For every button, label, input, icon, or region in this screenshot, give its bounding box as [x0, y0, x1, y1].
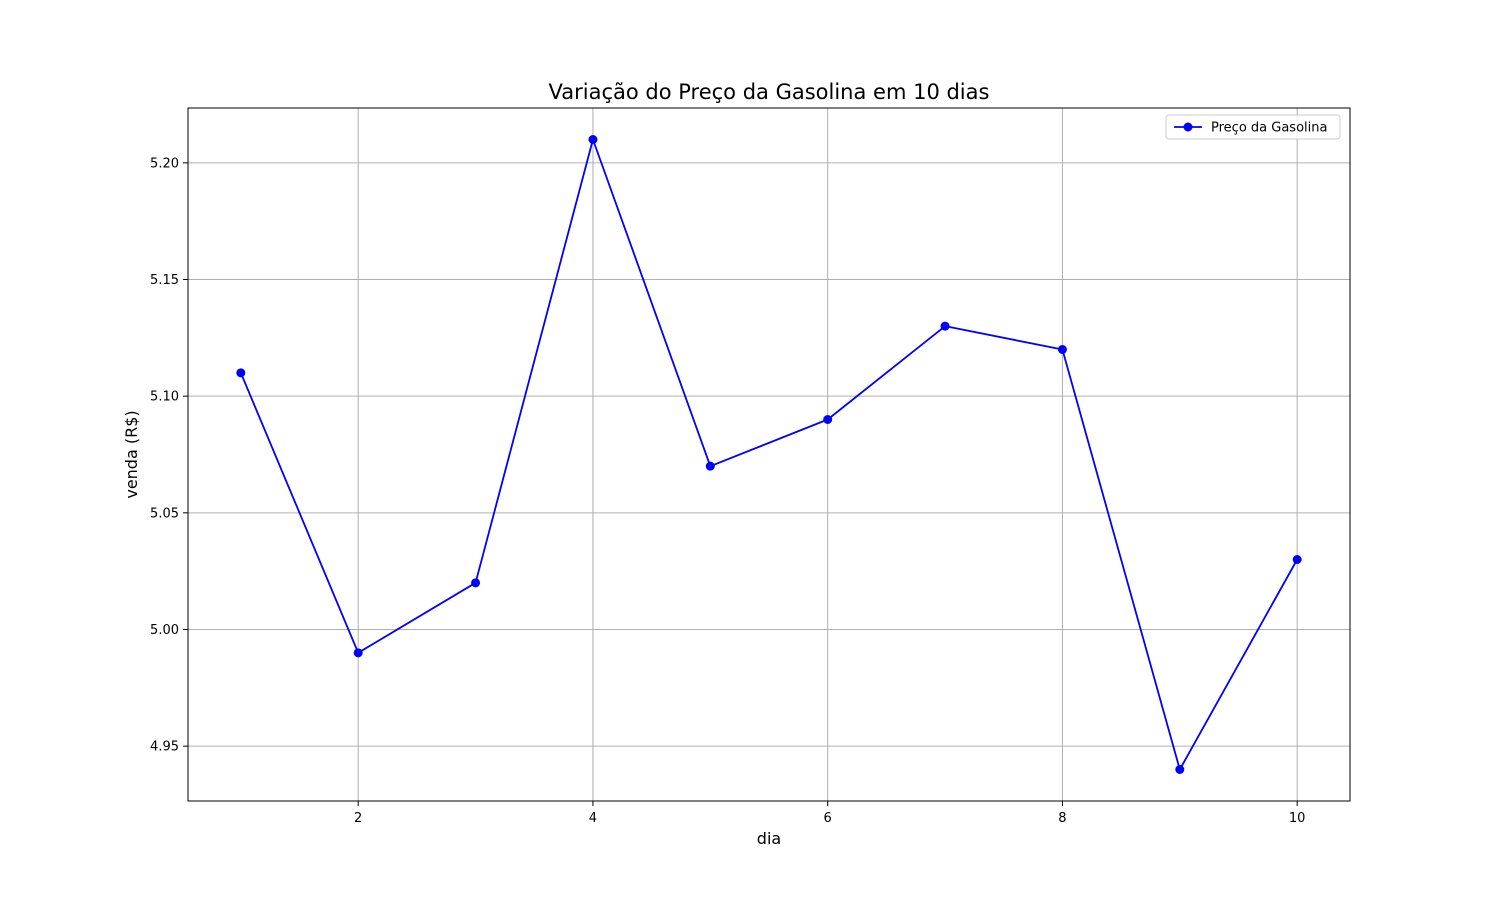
data-point — [353, 648, 363, 658]
legend-marker-swatch — [1183, 122, 1193, 132]
legend: Preço da Gasolina — [1165, 114, 1341, 140]
axis-ticks: 2 4 6 8 10 4.95 5.00 5.05 5.10 5.15 5.20 — [150, 156, 1305, 826]
y-tick-label: 5.10 — [150, 390, 179, 405]
y-tick-label: 5.00 — [150, 623, 179, 638]
series-line — [239, 138, 1298, 771]
y-tick-label: 4.95 — [150, 740, 179, 755]
data-point — [236, 368, 246, 378]
y-axis-label: venda (R$) — [122, 410, 141, 498]
legend-box — [1165, 114, 1341, 140]
data-point — [940, 321, 950, 331]
grid — [188, 108, 1350, 801]
data-series — [236, 135, 1302, 774]
data-point — [705, 461, 715, 471]
y-tick-label: 5.05 — [150, 506, 179, 521]
data-point — [1292, 555, 1302, 564]
chart-title: Variação do Preço da Gasolina em 10 dias — [549, 80, 990, 104]
legend-entry-label: Preço da Gasolina — [1211, 121, 1327, 136]
x-axis-label: dia — [757, 829, 781, 848]
x-tick-label: 8 — [1058, 811, 1066, 826]
y-tick-label: 5.15 — [150, 273, 179, 288]
axes-frame — [187, 107, 1351, 802]
y-tick-label: 5.20 — [150, 156, 179, 171]
data-point — [1057, 345, 1067, 354]
x-tick-label: 4 — [589, 811, 597, 826]
x-tick-label: 6 — [824, 811, 832, 826]
data-point — [1175, 765, 1185, 774]
data-point — [588, 135, 598, 144]
data-point — [823, 415, 833, 424]
x-tick-label: 2 — [354, 811, 362, 826]
data-point — [471, 578, 481, 588]
x-tick-label: 10 — [1289, 811, 1306, 826]
